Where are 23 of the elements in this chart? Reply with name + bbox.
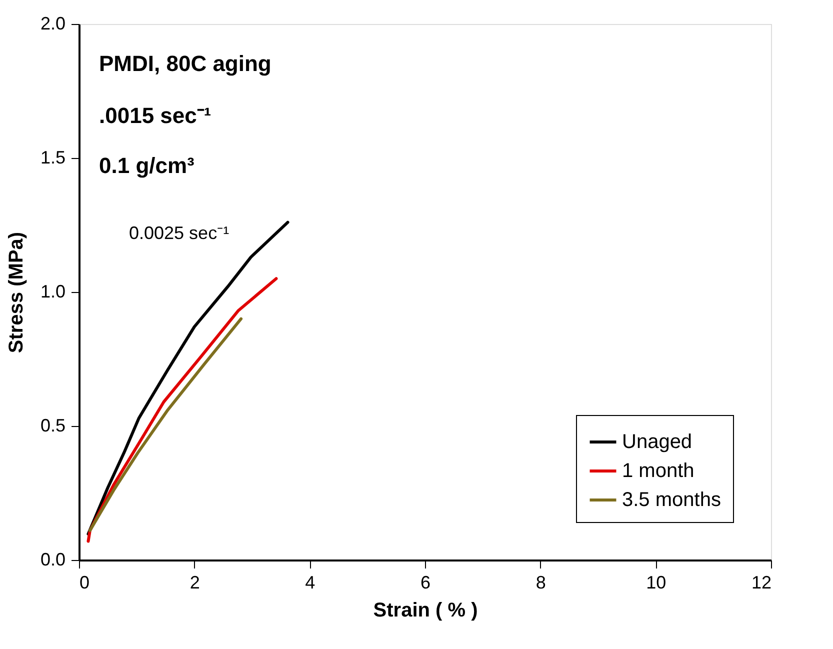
legend-label: 1 month xyxy=(622,460,694,482)
y-tick-label: 1.5 xyxy=(40,148,66,168)
annotation: PMDI, 80C aging xyxy=(99,51,272,76)
annotation: .0015 sec⁻¹ xyxy=(99,103,212,128)
x-tick-label: 2 xyxy=(190,572,200,592)
y-axis-title: Stress (MPa) xyxy=(5,232,28,354)
y-tick-label: 0.0 xyxy=(40,550,66,570)
annotation: 0.1 g/cm³ xyxy=(99,153,194,178)
x-tick-label: 6 xyxy=(420,572,431,592)
line-series xyxy=(88,317,243,532)
y-tick-label: 2.0 xyxy=(40,14,66,34)
x-tick-label: 0 xyxy=(80,572,90,592)
x-tick-label: 4 xyxy=(305,572,316,592)
x-axis-title: Strain ( % ) xyxy=(373,600,478,622)
x-tick-label: 8 xyxy=(536,572,546,592)
line-series xyxy=(86,220,290,536)
annotation: 0.0025 sec⁻¹ xyxy=(129,223,230,243)
x-tick-label: 10 xyxy=(646,572,666,592)
y-tick-label: 0.5 xyxy=(40,416,66,436)
legend-label: Unaged xyxy=(622,431,692,453)
y-tick-label: 1.0 xyxy=(40,282,66,302)
x-tick-label: 12 xyxy=(751,572,772,592)
legend-label: 3.5 months xyxy=(622,489,721,511)
